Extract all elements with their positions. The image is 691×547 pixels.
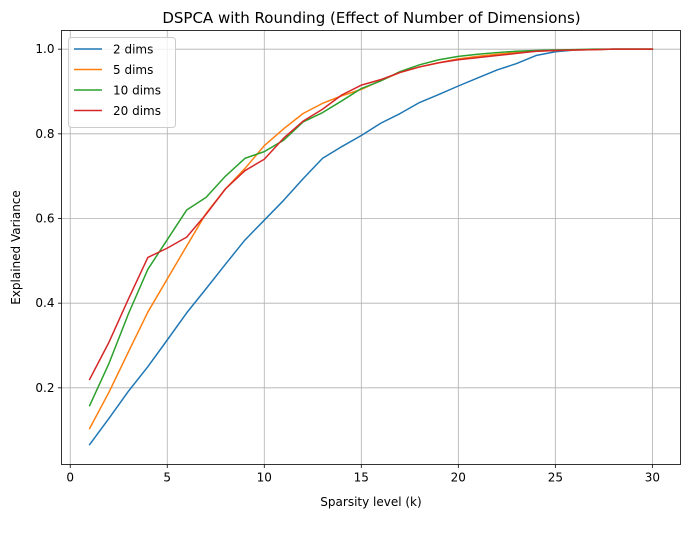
legend-box [68, 37, 176, 128]
legend-label-5-dims: 5 dims [113, 63, 153, 77]
x-axis: 0 5 10 15 20 25 30 [66, 464, 660, 485]
x-tick-label: 0 [66, 471, 74, 485]
x-axis-label: Sparsity level (k) [320, 495, 421, 509]
x-tick-label: 25 [548, 471, 563, 485]
y-axis: 0.2 0.4 0.6 0.8 1.0 [35, 42, 62, 395]
legend-label-10-dims: 10 dims [113, 84, 161, 98]
series-layer [88, 48, 654, 446]
y-tick-label: 0.2 [35, 381, 54, 395]
x-tick-label: 15 [354, 471, 369, 485]
y-axis-label: Explained Variance [9, 190, 23, 305]
x-tick-label: 20 [451, 471, 466, 485]
legend-label-20-dims: 20 dims [113, 104, 161, 118]
y-tick-label: 0.8 [35, 127, 54, 141]
plot-area-frame [61, 30, 681, 465]
legend-label-2-dims: 2 dims [113, 43, 153, 57]
y-tick-label: 0.4 [35, 296, 54, 310]
y-tick-label: 1.0 [35, 42, 54, 56]
y-tick-label: 0.6 [35, 212, 54, 226]
legend: 2 dims 5 dims 10 dims 20 dims [68, 37, 176, 128]
series-line-20-dims [88, 48, 654, 381]
x-tick-label: 10 [257, 471, 272, 485]
x-tick-label: 5 [163, 471, 171, 485]
series-line-2-dims [88, 48, 654, 446]
chart-title: DSPCA with Rounding (Effect of Number of… [162, 9, 580, 27]
x-tick-label: 30 [645, 471, 660, 485]
